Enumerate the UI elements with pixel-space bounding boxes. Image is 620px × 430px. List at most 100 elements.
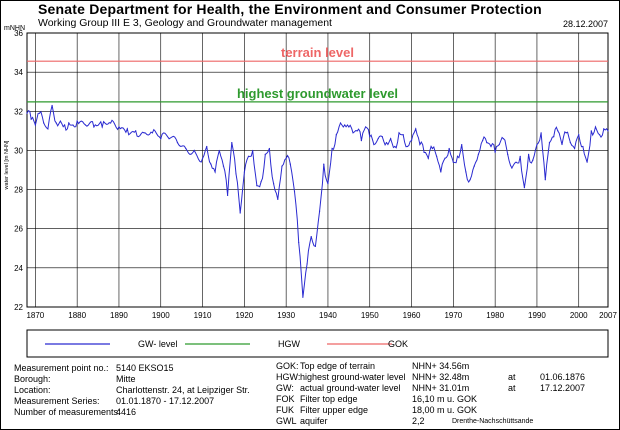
legend-box [26,329,609,358]
info-value: 01.01.1870 - 17.12.2007 [116,396,215,406]
data-point [51,104,53,107]
level-value: 2,2 [412,416,425,426]
data-point [38,112,41,114]
data-point [360,140,362,142]
data-point [440,171,442,173]
data-point [444,157,446,159]
y-unit-label: mNHN [4,25,25,32]
data-point [536,143,538,146]
data-point [247,155,250,157]
series-line-gw-level [26,105,609,298]
data-point [532,159,534,161]
data-point [252,149,254,152]
data-point [465,171,467,173]
y-axis-label: water level [m NHN] [4,140,10,190]
plot-area-border [26,32,609,308]
x-tick-label: 1930 [277,311,295,320]
data-point [523,187,526,189]
data-point [218,149,220,152]
data-point [519,155,521,157]
data-point [377,138,379,140]
data-point [390,138,392,140]
data-point [486,142,488,144]
data-point [59,120,62,122]
data-point [356,130,358,132]
info-value: Mitte [116,374,136,384]
data-point [193,149,195,152]
reference-lines: terrain level highest groundwater level [27,45,608,103]
data-point [185,147,187,150]
chart-axes [26,32,609,308]
data-point [607,130,609,132]
data-point [30,118,32,120]
data-point [327,183,329,185]
data-point [26,112,28,114]
data-point [268,147,271,150]
level-code: FOK [276,394,295,404]
data-point [344,124,346,126]
page-title: Senate Department for Health, the Enviro… [38,1,542,17]
data-point [402,134,404,136]
data-point [553,136,555,138]
data-point [369,136,371,138]
x-tick-label: 2000 [570,311,588,320]
info-value: Charlottenstr. 24, at Leipziger Str. [116,385,250,395]
data-point [47,128,49,130]
info-label: Measurement Series: [14,396,100,406]
data-point [586,161,588,163]
report-date: 28.12.2007 [562,19,608,29]
data-point [394,145,396,148]
data-point [210,163,212,165]
data-point [289,163,291,165]
x-tick-label: 1980 [486,311,504,320]
data-point [264,153,266,155]
data-point [364,126,367,128]
data-point [507,153,509,155]
legend-label: GOK [388,339,408,349]
data-point [494,151,496,153]
data-point [222,165,225,167]
level-value: 18,00 m u. GOK [412,405,478,415]
terrain-level-label: terrain level [281,45,354,60]
data-point [302,296,304,298]
info-label: Borough: [14,374,51,384]
y-tick-label: 24 [14,264,23,273]
data-point [410,140,413,142]
level-at: at [508,383,516,393]
data-point [594,126,597,128]
data-point [239,212,241,214]
data-point [452,161,454,163]
level-desc: Filter upper edge [300,405,369,415]
data-point [135,130,137,132]
data-point [477,153,480,155]
tick-labels: 22 24 26 28 30 32 34 36 1870 1880 1890 1900 1910 1920… [4,25,617,320]
data-point [168,138,170,140]
data-point [348,126,350,128]
chart-grid [27,32,609,308]
data-point [415,128,417,130]
info-value: 4416 [116,407,137,417]
data-point [548,142,551,144]
data-point [206,145,208,148]
y-tick-label: 22 [14,303,23,312]
x-tick-label: 1870 [26,311,44,320]
data-point [306,263,308,265]
data-point [540,132,542,134]
data-point [599,134,601,136]
level-value: NHN+ 34.56m [412,361,470,371]
y-tick-label: 30 [14,146,23,155]
data-point [76,120,78,122]
x-tick-label: 1880 [68,311,86,320]
data-point [573,147,576,150]
data-point [565,132,567,134]
data-point [235,173,237,175]
data-point [43,122,45,124]
data-point [68,122,70,124]
data-point [469,179,471,181]
x-tick-label: 1900 [152,311,170,320]
data-point [339,122,342,124]
data-point [143,132,145,134]
level-desc: Filter top edge [300,394,358,404]
data-point [490,145,492,148]
